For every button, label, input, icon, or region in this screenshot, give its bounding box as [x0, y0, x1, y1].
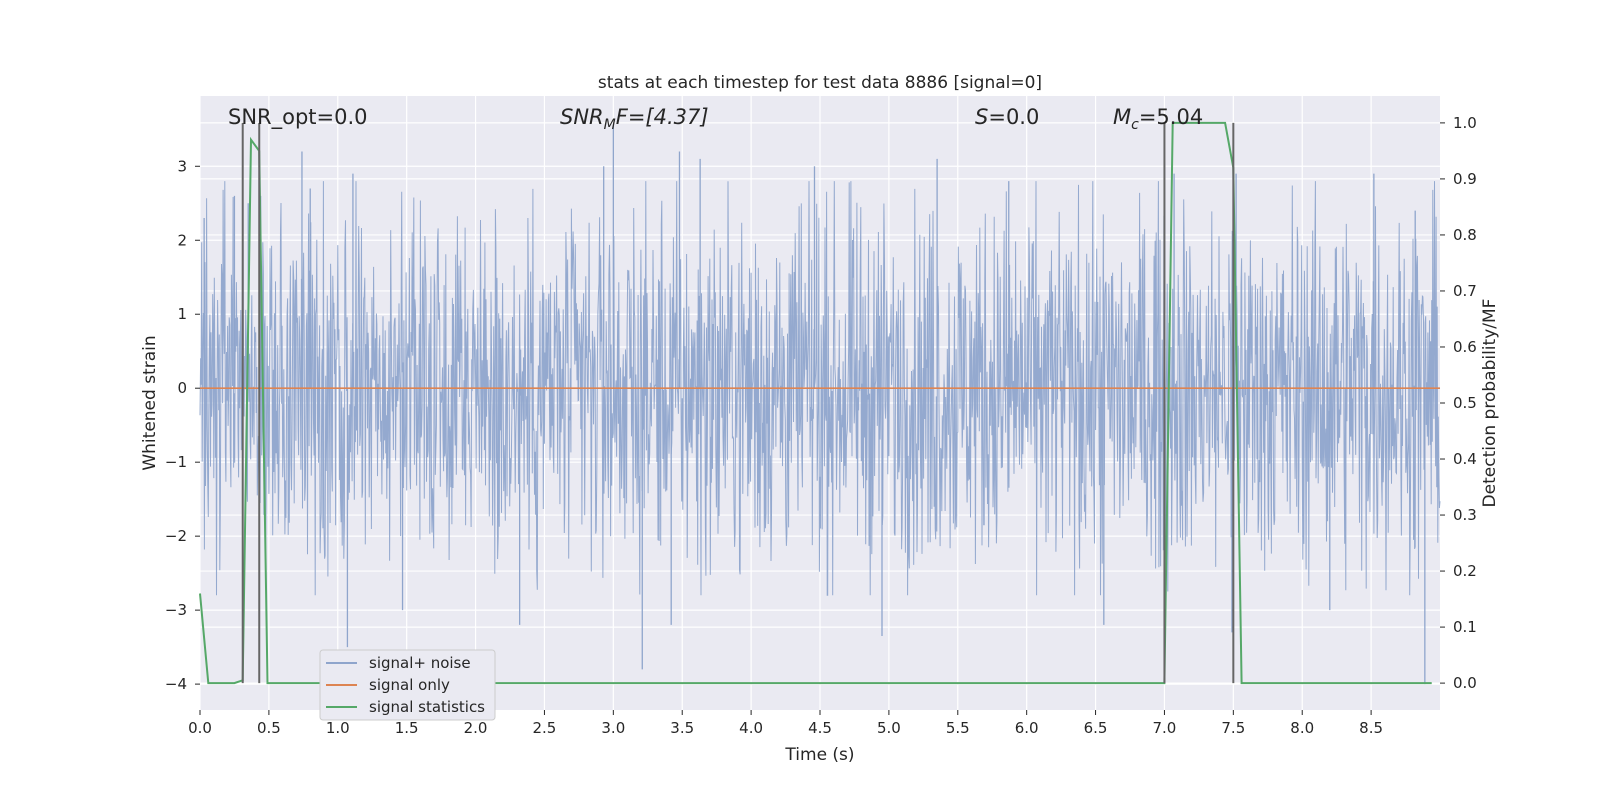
annotation-mc-sub: c: [1131, 117, 1139, 133]
annotation-mc-base: M: [1113, 105, 1131, 129]
x-tick-label-13: 6.5: [1084, 719, 1108, 737]
legend-label-signal-only: signal only: [369, 676, 450, 694]
annotation-snr-mf-sub: M: [604, 117, 616, 133]
x-tick-label-15: 7.5: [1221, 719, 1245, 737]
x-tick-label-3: 1.5: [395, 719, 419, 737]
annotation-snr-mf-rest: F=[4.37]: [616, 105, 709, 129]
x-tick-label-14: 7.0: [1153, 719, 1177, 737]
y-tick-label-5: 1: [177, 305, 187, 323]
annotation-mc-rest: =5.04: [1139, 105, 1203, 129]
y-tick-label-0: −4: [165, 675, 187, 693]
y2-tick-label-7: 0.7: [1453, 282, 1477, 300]
y-tick-label-6: 2: [177, 231, 187, 249]
y-tick-label-4: 0: [177, 379, 187, 397]
x-tick-label-0: 0.0: [188, 719, 212, 737]
x-tick-label-5: 2.5: [533, 719, 557, 737]
annotation-snr-opt: SNR_opt=0.0: [228, 105, 368, 130]
y2-tick-label-5: 0.5: [1453, 394, 1477, 412]
chart-title: stats at each timestep for test data 888…: [598, 73, 1042, 93]
x-tick-label-9: 4.5: [808, 719, 832, 737]
y2-tick-label-1: 0.1: [1453, 618, 1477, 636]
x-ticks: 0.0 0.5 1.0 1.5 2.0 2.5 3.0 3.5 4.0 4.5 5.0 5.5 6.0 6…: [188, 710, 1383, 737]
x-tick-label-10: 5.0: [877, 719, 901, 737]
legend-label-signal-statistics: signal statistics: [369, 698, 485, 716]
x-axis-label: Time (s): [784, 745, 854, 765]
y2-tick-label-10: 1.0: [1453, 114, 1477, 132]
x-tick-label-8: 4.0: [739, 719, 763, 737]
annotation-s-rest: =0.0: [988, 105, 1039, 129]
x-tick-label-1: 0.5: [257, 719, 281, 737]
y2-tick-label-8: 0.8: [1453, 226, 1477, 244]
annotation-s: S=0.0: [975, 105, 1039, 129]
vlines: [241, 122, 1235, 684]
x-tick-label-12: 6.0: [1015, 719, 1039, 737]
annotation-snr-mf: SNRMF=[4.37]: [560, 105, 709, 133]
x-tick-label-17: 8.5: [1359, 719, 1383, 737]
y2-axis-label: Detection probability/MF: [1480, 299, 1500, 508]
x-tick-label-16: 8.0: [1290, 719, 1314, 737]
legend-box: [319, 649, 496, 721]
y2-tick-label-9: 0.9: [1453, 170, 1477, 188]
y-tick-label-2: −2: [165, 527, 187, 545]
annotation-mc: Mc=5.04: [1113, 105, 1203, 133]
y2-ticks: 0.0 0.1 0.2 0.3 0.4 0.5 0.6 0.7 0.8 0.9 1.0: [1440, 114, 1477, 692]
x-tick-label-2: 1.0: [326, 719, 350, 737]
y2-tick-label-3: 0.3: [1453, 506, 1477, 524]
y-tick-label-1: −3: [165, 601, 187, 619]
y-ticks: −4 −3 −2 −1 0 1 2 3: [165, 157, 200, 693]
annotation-s-italic: S: [975, 105, 988, 129]
x-tick-label-7: 3.5: [670, 719, 694, 737]
legend: signal+ noise signal only signal statist…: [319, 649, 496, 721]
y2-tick-label-0: 0.0: [1453, 674, 1477, 692]
y2-tick-label-6: 0.6: [1453, 338, 1477, 356]
y2-tick-label-4: 0.4: [1453, 450, 1477, 468]
y-tick-label-3: −1: [165, 453, 187, 471]
x-tick-label-6: 3.0: [601, 719, 625, 737]
legend-label-signal-noise: signal+ noise: [369, 654, 471, 672]
y-tick-label-7: 3: [177, 157, 187, 175]
x-tick-label-4: 2.0: [464, 719, 488, 737]
y-axis-label: Whitened strain: [140, 335, 160, 470]
x-tick-label-11: 5.5: [946, 719, 970, 737]
annotation-snr-mf-base: SNR: [560, 105, 604, 129]
y2-tick-label-2: 0.2: [1453, 562, 1477, 580]
